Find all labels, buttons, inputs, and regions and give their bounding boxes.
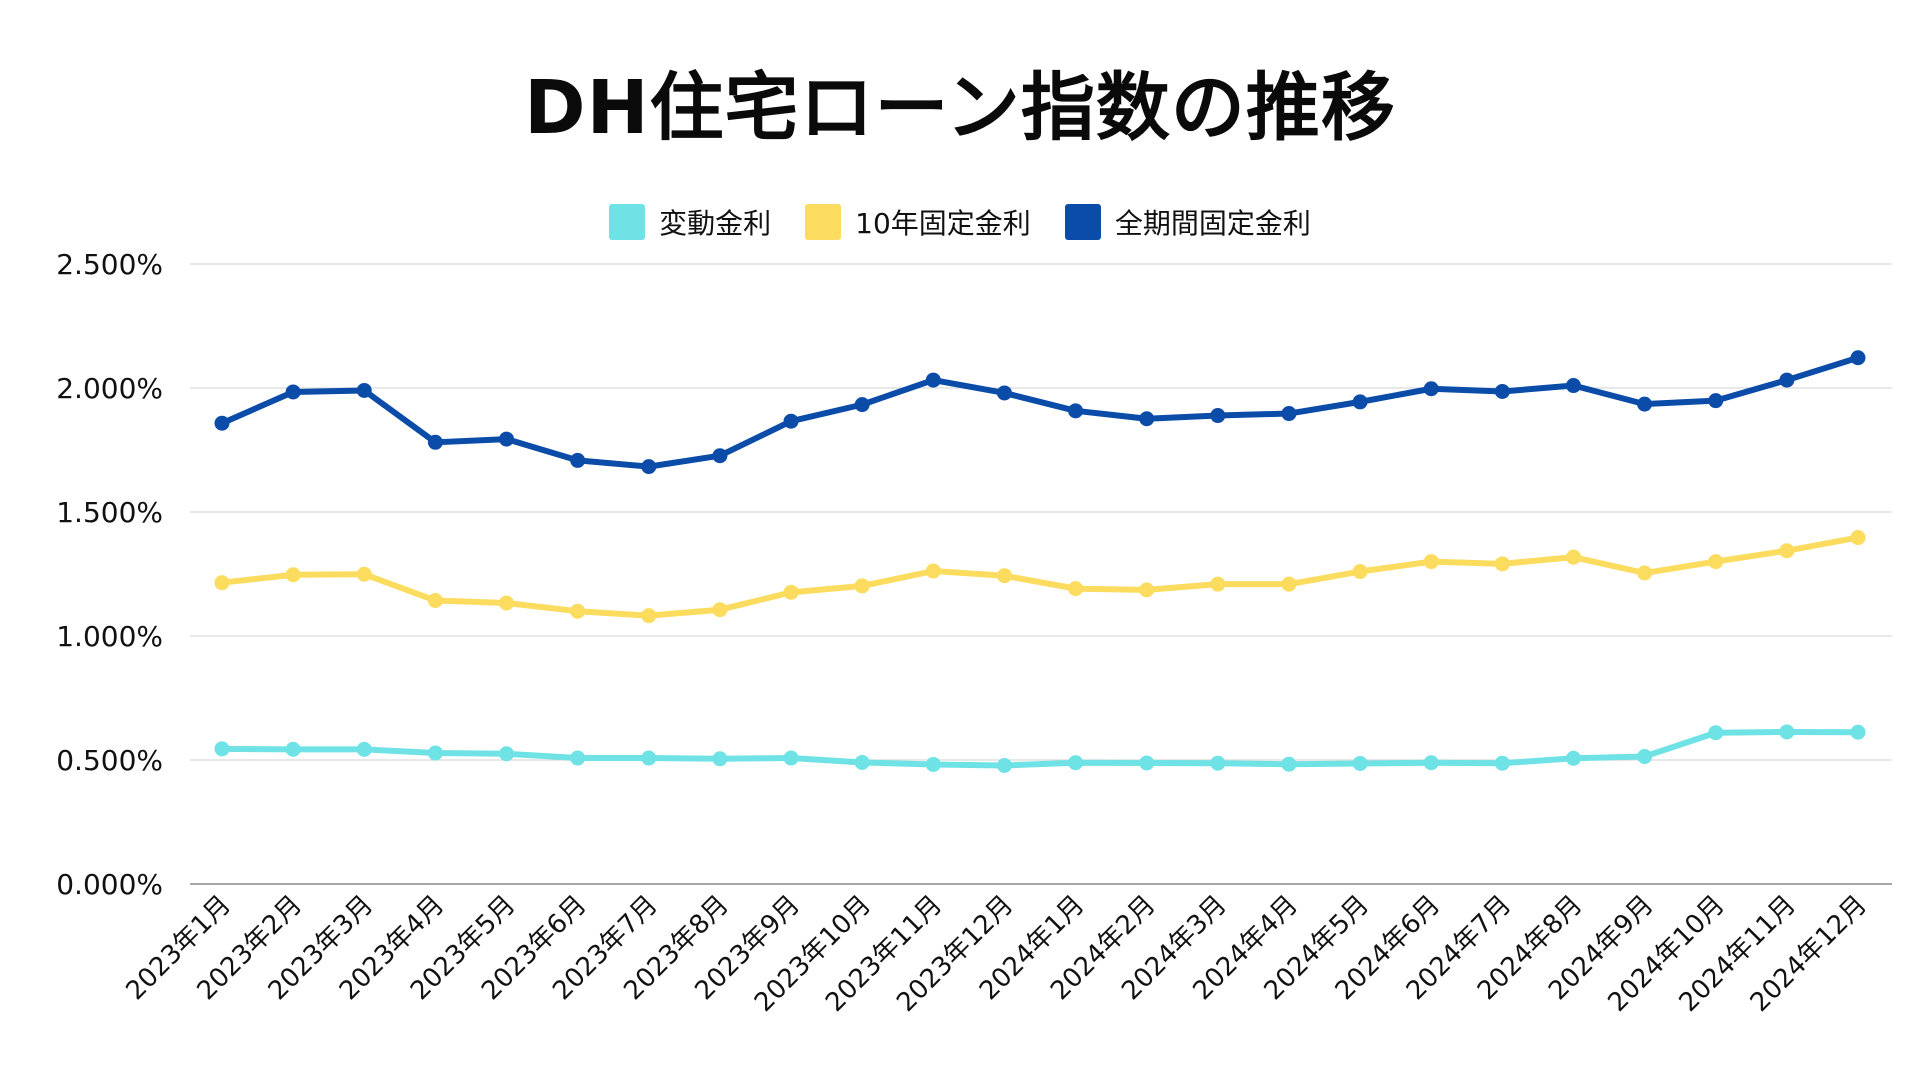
data-point [925,756,941,772]
y-tick-label: 2.000% [56,372,163,405]
data-point [427,745,443,761]
data-point [1637,565,1653,581]
data-point [712,751,728,767]
data-point [1850,724,1866,740]
data-point [499,595,515,611]
data-point [356,741,372,757]
data-point [1565,549,1581,565]
data-point [854,397,870,413]
legend-swatch-full-term-fixed [1064,204,1101,240]
legend-swatch-variable [609,204,646,240]
data-point [1708,393,1724,409]
data-point [712,602,728,618]
data-point [1281,756,1297,772]
data-point [1779,543,1795,559]
data-point [1637,396,1653,412]
data-point [499,431,515,447]
data-point [1779,372,1795,388]
data-point [214,415,230,431]
data-point [214,741,230,757]
data-point [1708,554,1724,570]
data-point [1139,582,1155,598]
series-line [219,354,1861,470]
data-point [570,750,586,766]
y-tick-label: 1.000% [56,620,163,653]
y-tick-label: 1.500% [56,496,163,529]
data-point [996,757,1012,773]
legend-swatch-10year-fixed [805,204,842,240]
data-point [1352,755,1368,771]
data-point [1494,383,1510,399]
data-point [925,372,941,388]
data-point [641,750,657,766]
data-point [641,608,657,624]
data-point [1708,725,1724,741]
chart-title: DH住宅ローン指数の推移 [524,65,1396,151]
data-point [1139,755,1155,771]
data-point [285,567,301,583]
data-point [1210,755,1226,771]
legend-label-full-term-fixed: 全期間固定金利 [1114,207,1311,240]
data-point [1210,576,1226,592]
series-0 [214,724,1866,773]
data-point [1210,408,1226,424]
data-point [641,459,657,475]
data-point [1850,530,1866,546]
data-point [854,578,870,594]
data-point [356,382,372,398]
data-point [925,563,941,579]
data-point [996,385,1012,401]
y-tick-label: 0.000% [56,868,163,901]
series-1 [214,530,1866,624]
data-point [1352,564,1368,580]
x-axis-ticks: 2023年1月2023年2月2023年3月2023年4月2023年5月2023年… [120,890,1872,1018]
data-point [356,566,372,582]
data-point [1423,755,1439,771]
data-point [1850,350,1866,366]
series-line [219,534,1861,619]
data-point [1565,378,1581,394]
data-point [1494,755,1510,771]
data-point [854,754,870,770]
data-point [1139,411,1155,427]
data-point [285,741,301,757]
y-tick-label: 0.500% [56,744,163,777]
data-point [1068,581,1084,597]
data-point [1352,394,1368,410]
data-point [783,413,799,429]
chart-legend: 変動金利 10年固定金利 全期間固定金利 [0,202,1920,242]
data-point [1281,576,1297,592]
data-point [1637,749,1653,765]
data-point [427,593,443,609]
data-point [1423,554,1439,570]
data-point [427,434,443,450]
data-point [570,603,586,619]
y-axis-ticks: 0.000% 0.500% 1.000% 1.500% 2.000% 2.500% [56,248,163,901]
data-point [783,584,799,600]
legend-item-10year-fixed: 10年固定金利 [805,202,1031,242]
data-point [499,746,515,762]
series-group [214,350,1866,773]
legend-item-full-term-fixed: 全期間固定金利 [1064,202,1311,242]
data-point [285,384,301,400]
y-tick-label: 2.500% [56,248,163,281]
data-point [783,750,799,766]
data-point [1068,755,1084,771]
legend-label-10year-fixed: 10年固定金利 [855,207,1031,240]
data-point [996,568,1012,584]
series-line [219,728,1861,769]
data-point [570,452,586,468]
data-point [1494,556,1510,572]
data-point [1779,724,1795,740]
data-point [1423,381,1439,397]
legend-item-variable: 変動金利 [609,202,771,242]
data-point [1565,750,1581,766]
data-point [214,575,230,591]
legend-label-variable: 変動金利 [659,207,772,240]
series-2 [214,350,1866,475]
data-point [1281,406,1297,422]
data-point [712,448,728,464]
data-point [1068,403,1084,419]
